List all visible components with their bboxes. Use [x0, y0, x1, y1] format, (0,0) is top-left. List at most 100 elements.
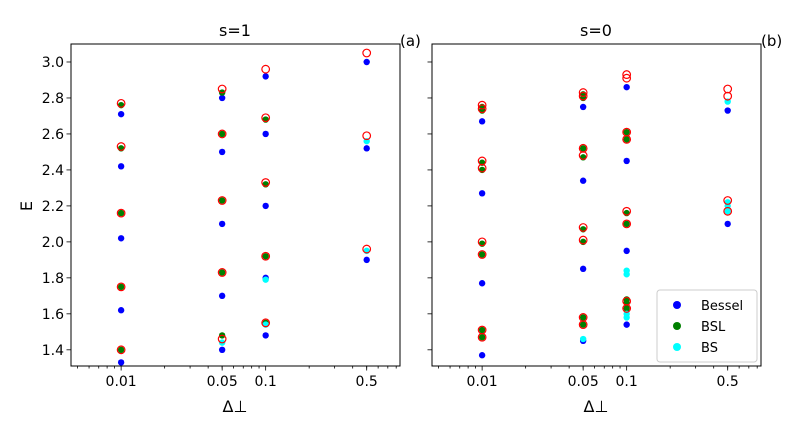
panel-b-point-reference	[723, 196, 733, 205]
panel-a-point-reference	[261, 318, 271, 328]
panel-a-label: (a)	[400, 32, 421, 50]
panel-a-point-reference	[116, 345, 126, 355]
legend-label-bessel: Bessel	[701, 299, 743, 314]
panel-a-point-reference	[116, 98, 126, 108]
panel-b-point-bs	[579, 335, 587, 343]
panel-a-point-bs	[262, 276, 269, 283]
panel-a-point-reference	[217, 334, 227, 344]
panel-a-point-bessel	[262, 332, 269, 339]
panel-a-point-bsl	[218, 197, 226, 204]
panel-b-point-bessel	[724, 107, 731, 114]
panel-b: s=0 (b) Δ⊥ 0.01 0.05 0.1 0.5	[427, 21, 782, 416]
panel-a-ylabel: E	[17, 201, 36, 211]
panel-a-x-tick-label: 0.5	[356, 374, 378, 390]
panel-a-x-tick-label: 0.01	[106, 374, 137, 390]
panel-b-point-bsl	[623, 136, 630, 143]
panel-a-point-reference	[116, 208, 126, 218]
panel-a-point-bsl	[218, 130, 226, 138]
panel-a-point-reference	[261, 251, 271, 261]
panel-b-point-bessel	[478, 190, 486, 197]
panel-b-point-bsl	[623, 128, 630, 136]
panel-a-y-tick-label: 2.2	[42, 199, 64, 215]
panel-b-point-reference	[578, 88, 588, 97]
panel-b-point-reference	[578, 223, 588, 232]
panel-b-x-tick-label: 0.05	[568, 374, 599, 390]
panel-a-y-tick-label: 2.0	[42, 235, 64, 251]
panel-a-plot-frame	[70, 43, 401, 367]
panel-a-x-tick-label: 0.05	[207, 374, 238, 390]
panel-b-point-reference	[578, 235, 588, 245]
panel-a-y-tick-label: 1.8	[42, 271, 64, 287]
panel-a-y-tick-label: 2.6	[42, 127, 64, 143]
panel-b-point-reference	[622, 73, 632, 83]
panel-b-point-bsl	[623, 220, 630, 228]
panel-a-point-bessel	[218, 94, 226, 102]
panel-b-label: (b)	[761, 32, 782, 50]
panel-a-point-bessel	[262, 130, 269, 138]
panel-a-point-reference	[217, 129, 227, 139]
panel-a-point-bessel	[363, 58, 370, 66]
panel-a-point-reference	[362, 131, 372, 141]
panel-a-x-tick-label: 0.1	[255, 374, 277, 390]
panel-a-point-bsl	[117, 283, 125, 291]
panel-a-y-tick-label: 1.6	[42, 307, 64, 323]
panel-b-point-reference	[622, 70, 632, 79]
panel-a-point-bsl	[117, 209, 125, 217]
legend-label-bs: BS	[701, 341, 718, 356]
panel-b-point-bsl	[478, 326, 486, 334]
panel-a-point-reference	[362, 244, 372, 254]
panel-b-point-reference	[477, 104, 487, 114]
panel-a-point-reference	[261, 64, 271, 74]
panel-a-point-bessel	[363, 145, 370, 152]
panel-a-point-bessel	[262, 73, 269, 80]
panel-b-point-bs	[623, 267, 630, 274]
panel-a-point-bessel	[218, 292, 226, 300]
panel-b-point-reference	[622, 127, 632, 137]
panel-b-point-bs	[724, 208, 731, 215]
panel-b-point-bessel	[623, 83, 630, 91]
panel-b-point-reference	[723, 84, 733, 94]
panel-a-point-bessel	[117, 163, 125, 170]
panel-b-point-bessel	[579, 177, 587, 184]
panel-b-point-reference	[578, 91, 588, 101]
panel-a-xlabel: Δ⊥	[223, 397, 248, 416]
panel-b-x-tick-label: 0.1	[616, 374, 638, 390]
panel-a-point-reference	[217, 196, 227, 205]
panel-b-point-reference	[622, 206, 632, 216]
panel-a-y-tick-label: 1.4	[42, 343, 64, 359]
legend: Bessel BSL BS	[656, 289, 758, 363]
panel-a-point-reference	[261, 178, 271, 187]
panel-b-point-reference	[578, 143, 588, 153]
panel-b-point-bessel	[478, 118, 486, 125]
panel-b-point-bessel	[623, 321, 630, 328]
panel-b-point-bsl	[579, 145, 587, 152]
panel-b-point-reference	[477, 156, 487, 166]
panel-b-point-bessel	[478, 280, 486, 287]
panel-b-point-reference	[477, 250, 487, 259]
panel-a-point-bessel	[218, 346, 226, 354]
panel-a-point-reference	[261, 113, 271, 123]
panel-b-title: s=0	[580, 21, 612, 40]
panel-b-point-bessel	[623, 247, 630, 255]
panel-b-x-tick-label: 0.01	[467, 374, 498, 390]
panel-b-point-reference	[622, 219, 632, 229]
panel-b-point-bsl	[579, 314, 587, 321]
panel-a-title: s=1	[219, 21, 251, 40]
panel-a-point-reference	[217, 84, 227, 94]
panel-a-point-bessel	[117, 307, 125, 314]
panel-b-xlabel: Δ⊥	[584, 397, 609, 416]
panel-a-point-bsl	[117, 346, 125, 354]
panel-a-point-bessel	[218, 148, 226, 156]
panel-b-point-reference	[723, 206, 733, 216]
panel-a-point-bessel	[363, 256, 370, 264]
panel-a-y-tick-label: 3.0	[42, 55, 64, 71]
panel-b-point-bsl	[478, 334, 486, 341]
panel-a-point-bessel	[117, 235, 125, 242]
panel-a-point-bsl	[262, 253, 269, 260]
panel-b-point-bessel	[478, 352, 486, 359]
legend-marker-bs	[673, 343, 681, 351]
legend-box	[656, 289, 758, 363]
panel-b-point-reference	[622, 296, 632, 306]
panel-a-point-reference	[362, 48, 372, 58]
